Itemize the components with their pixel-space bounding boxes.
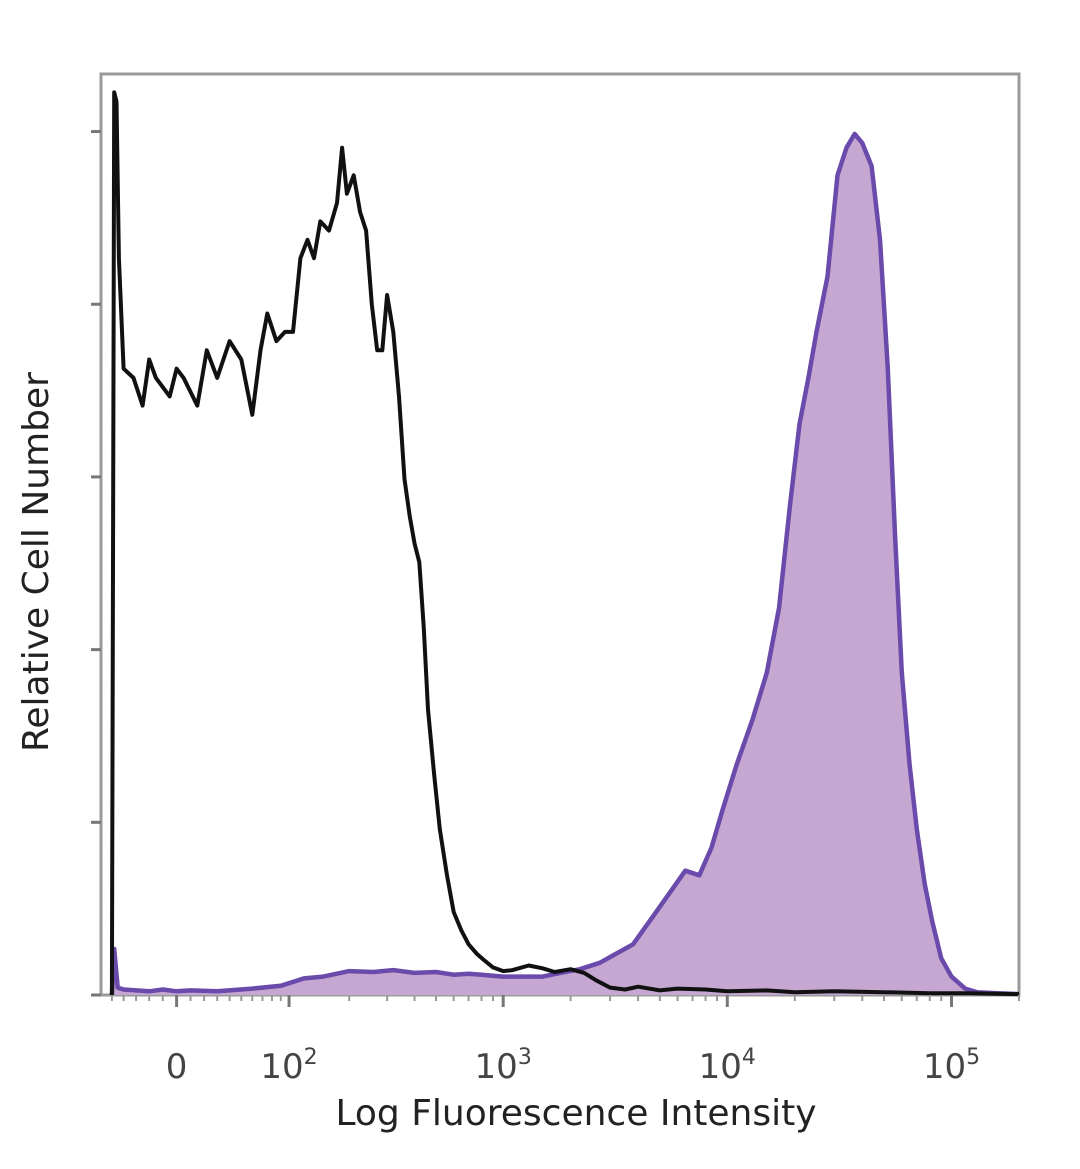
x-axis-ticks xyxy=(110,995,1020,1007)
filled-histogram-layer xyxy=(109,131,1020,997)
x-axis-title: Log Fluorescence Intensity xyxy=(335,1093,816,1134)
line-histogram-layer xyxy=(109,90,1020,997)
series-0-line xyxy=(109,90,1020,997)
x-tick-label-3: 104 xyxy=(699,1045,756,1087)
series-1-area xyxy=(111,133,1019,995)
x-tick-label-2: 103 xyxy=(475,1045,532,1087)
x-tick-label-0: 0 xyxy=(166,1047,188,1087)
x-tick-label-4: 105 xyxy=(923,1045,980,1087)
y-axis-title: Relative Cell Number xyxy=(16,372,57,752)
series-1-outline xyxy=(109,131,1020,997)
y-axis-ticks xyxy=(91,130,101,997)
x-axis-tick-labels: 0 102 103 104 105 xyxy=(166,1045,980,1087)
x-tick-label-1: 102 xyxy=(260,1045,317,1087)
